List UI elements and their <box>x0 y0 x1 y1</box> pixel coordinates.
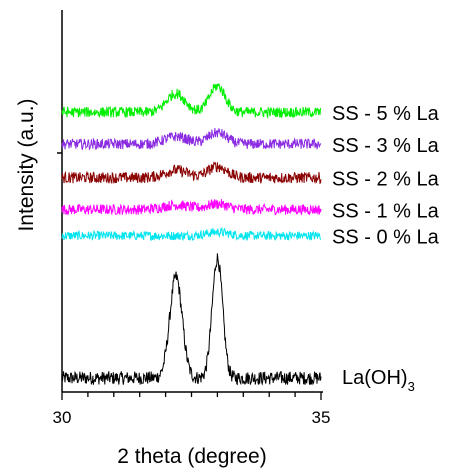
series-line-3 <box>61 161 322 185</box>
series-line-0 <box>61 253 322 386</box>
series-label-2: SS - 1 % La <box>332 201 440 223</box>
series-label-0: La(OH)3 <box>342 367 415 394</box>
x-tick-labels: 30 35 <box>53 408 331 427</box>
y-axis-label: Intensity (a.u.) <box>15 98 38 231</box>
series-labels: La(OH)3 SS - 0 % La SS - 1 % La SS - 2 % La… <box>332 103 440 394</box>
series-label-5: SS - 5 % La <box>332 103 440 125</box>
series-label-3: SS - 2 % La <box>332 169 440 191</box>
x-tick-label-30: 30 <box>53 408 72 427</box>
series-line-1 <box>61 226 322 242</box>
series-line-2 <box>61 199 322 216</box>
series-label-1: SS - 0 % La <box>332 227 440 249</box>
x-ticks <box>61 392 322 400</box>
x-axis-label: 2 theta (degree) <box>117 445 266 468</box>
series-line-5 <box>61 83 322 120</box>
axes <box>57 10 323 400</box>
traces <box>61 83 322 386</box>
series-line-4 <box>61 127 322 151</box>
series-label-4: SS - 3 % La <box>332 135 440 157</box>
x-tick-label-35: 35 <box>312 408 331 427</box>
